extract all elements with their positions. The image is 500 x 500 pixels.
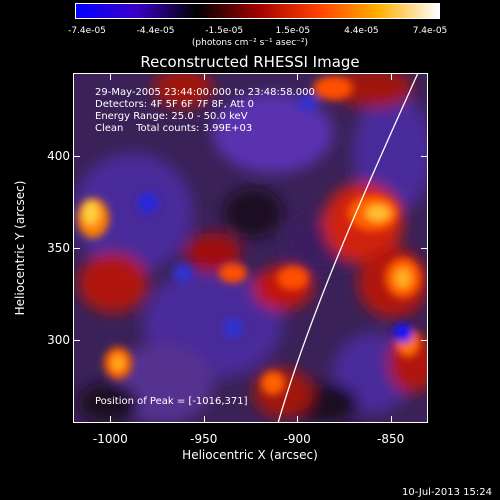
x-tick-label: -950 xyxy=(190,432,218,446)
rhessi-image-canvas xyxy=(73,73,428,423)
x-tick-mark xyxy=(110,73,112,80)
timestamp: 10-Jul-2013 15:24 xyxy=(401,487,492,498)
x-tick-label: -1000 xyxy=(92,432,128,446)
y-tick-label: 400 xyxy=(47,148,70,163)
x-tick-mark xyxy=(297,73,299,80)
info-algorithm-counts: Clean Total counts: 3.99E+03 xyxy=(95,123,253,134)
y-axis-title: Heliocentric Y (arcsec) xyxy=(13,180,27,316)
colorbar-tick-label: -1.5e-05 xyxy=(205,26,244,36)
x-tick-mark xyxy=(203,416,205,423)
colorbar-tick-label: 1.5e-05 xyxy=(275,26,311,36)
colorbar-tick-label: -7.4e-05 xyxy=(68,26,106,36)
x-tick-mark xyxy=(390,73,392,80)
rhessi-image xyxy=(73,73,428,423)
colorbar-units-label: (photons cm⁻² s⁻¹ asec⁻²) xyxy=(191,38,309,48)
y-tick-mark xyxy=(421,248,428,249)
solar-limb-line xyxy=(277,73,419,423)
x-tick-mark xyxy=(297,416,299,423)
y-tick-mark xyxy=(73,248,80,249)
y-tick-label: 350 xyxy=(47,241,70,255)
colorbar xyxy=(75,3,440,19)
colorbar-tick-label: 7.4e-05 xyxy=(412,26,448,36)
y-tick-mark xyxy=(73,340,80,342)
info-energy-range: Energy Range: 25.0 - 50.0 keV xyxy=(95,111,248,122)
image-title: Reconstructed RHESSI Image xyxy=(140,53,360,71)
observation-info: 29-May-2005 23:44:00.000 to 23:48:58.000… xyxy=(95,87,315,135)
peak-position: Position of Peak = [-1016,371] xyxy=(95,396,248,407)
x-tick-label: -850 xyxy=(377,432,405,446)
x-axis-title: Heliocentric X (arcsec) xyxy=(182,448,318,462)
x-tick-label: -900 xyxy=(283,432,311,446)
colorbar-tick-label: -4.4e-05 xyxy=(136,26,175,36)
y-tick-mark xyxy=(421,340,428,342)
y-tick-mark xyxy=(421,155,428,157)
x-tick-mark xyxy=(110,416,112,423)
x-tick-mark xyxy=(390,416,392,423)
y-tick-mark xyxy=(73,155,80,157)
x-tick-mark xyxy=(203,73,205,80)
info-detectors: Detectors: 4F 5F 6F 7F 8F, Att 0 xyxy=(95,99,255,110)
colorbar-tick-label: 4.4e-05 xyxy=(344,26,379,36)
info-time-range: 29-May-2005 23:44:00.000 to 23:48:58.000 xyxy=(95,87,315,98)
y-tick-label: 300 xyxy=(47,333,70,348)
